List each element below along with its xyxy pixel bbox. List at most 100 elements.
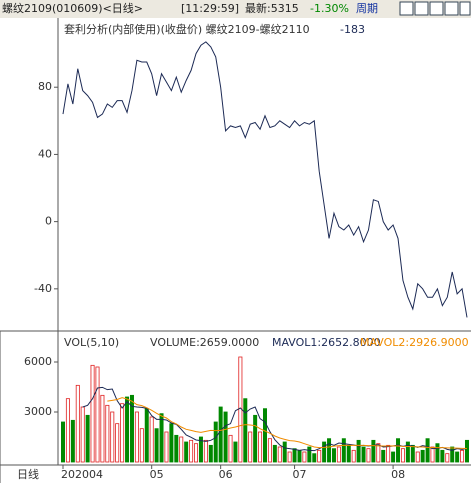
volume-bar <box>460 449 465 463</box>
volume-bar <box>331 448 336 463</box>
volume-bar <box>90 364 95 463</box>
vol-title: VOL(5,10) <box>64 336 119 349</box>
volume-bar <box>208 444 213 463</box>
nav-button[interactable] <box>399 1 414 16</box>
volume-bar <box>85 414 90 463</box>
volume-bar <box>272 444 277 463</box>
x-tick-label: 202004 <box>61 468 103 481</box>
volume-bar <box>198 436 203 463</box>
y-tick-label: -40 <box>34 282 52 295</box>
y-tick-label: 3000 <box>24 405 52 418</box>
volume-bar <box>248 431 253 463</box>
volume-bar <box>125 396 130 463</box>
legend-entry: MAVOL1:2652.8000 <box>272 336 381 349</box>
volume-bar <box>223 411 228 463</box>
volume-bar <box>258 431 263 463</box>
volume-bar <box>139 428 144 463</box>
x-tick-label: 05 <box>150 468 164 481</box>
volume-bar <box>366 448 371 463</box>
volume-bar <box>287 451 292 463</box>
volume-bar <box>70 419 75 463</box>
volume-bar <box>95 366 100 463</box>
volume-bar <box>184 441 189 463</box>
volume-bar <box>213 421 218 463</box>
period-button[interactable]: 周期 <box>356 2 378 15</box>
legend-entry: MAVOL2:2926.9000 <box>360 336 469 349</box>
volume-bar <box>327 438 332 463</box>
volume-bar <box>110 411 115 463</box>
volume-bar <box>396 438 401 463</box>
volume-bar <box>297 449 302 463</box>
volume-bar <box>435 443 440 463</box>
volume-bar <box>415 451 420 463</box>
volume-bar <box>302 451 307 463</box>
volume-bar <box>410 444 415 463</box>
ma-line <box>107 397 468 449</box>
data-line <box>62 41 468 318</box>
volume-bar <box>169 423 174 463</box>
volume-bar <box>253 414 258 463</box>
volume-bar <box>80 406 85 463</box>
volume-bar <box>129 394 134 463</box>
header-title: 螺纹2109(010609)<日线> <box>2 1 143 15</box>
volume-bar <box>400 448 405 463</box>
y-tick-label: 6000 <box>24 355 52 368</box>
volume-bar <box>307 446 312 463</box>
volume-bar <box>154 428 159 463</box>
volume-bar <box>203 439 208 463</box>
volume-bar <box>440 449 445 463</box>
volume-bar <box>371 439 376 463</box>
volume-bar <box>243 398 248 463</box>
volume-bar <box>61 421 66 463</box>
volume-bar <box>464 439 469 463</box>
volume-bar <box>450 446 455 463</box>
volume-bar <box>386 444 391 463</box>
volume-bar <box>336 446 341 463</box>
volume-bar <box>144 408 149 463</box>
header-latest: 最新:5315 <box>245 1 299 15</box>
volume-bar <box>233 441 238 463</box>
volume-bar <box>445 453 450 463</box>
volume-bar <box>420 449 425 463</box>
volume-bar <box>292 448 297 463</box>
volume-bar <box>356 439 361 463</box>
volume-bar <box>391 451 396 463</box>
volume-bar <box>376 443 381 463</box>
volume-bar <box>120 403 125 463</box>
nav-button[interactable] <box>429 1 444 16</box>
volume-bar <box>134 411 139 463</box>
y-tick-label: 80 <box>38 80 52 93</box>
volume-bar <box>65 398 70 463</box>
volume-bar <box>430 446 435 463</box>
header-change: -1.30% <box>310 2 349 15</box>
header-bar <box>0 0 471 18</box>
volume-bar <box>164 431 169 463</box>
y-tick-label: 40 <box>38 147 52 160</box>
volume-bar <box>115 423 120 463</box>
volume-bar <box>228 434 233 463</box>
volume-bar <box>267 438 272 463</box>
volume-bar <box>317 449 322 463</box>
volume-bar <box>262 408 267 463</box>
volume-bar <box>75 384 80 463</box>
annotation: -183 <box>340 23 365 36</box>
toolbar <box>399 1 471 16</box>
volume-bar <box>194 443 199 463</box>
chart-title: 套利分析(内部使用)(收盘价) 螺纹2109-螺纹2110 <box>64 22 310 36</box>
x-tick-label: 07 <box>293 468 307 481</box>
volume-bar <box>425 438 430 463</box>
volume-bar <box>282 441 287 463</box>
x-tick-label: 06 <box>219 468 233 481</box>
volume-bar <box>405 441 410 463</box>
volume-bar <box>174 434 179 463</box>
volume-bar <box>351 449 356 463</box>
volume-bar <box>381 449 386 463</box>
nav-button[interactable] <box>459 1 471 16</box>
volume-bar <box>322 441 327 463</box>
nav-button[interactable] <box>414 1 429 16</box>
volume-bar <box>218 406 223 463</box>
volume-bar <box>105 404 110 463</box>
nav-button[interactable] <box>444 1 459 16</box>
